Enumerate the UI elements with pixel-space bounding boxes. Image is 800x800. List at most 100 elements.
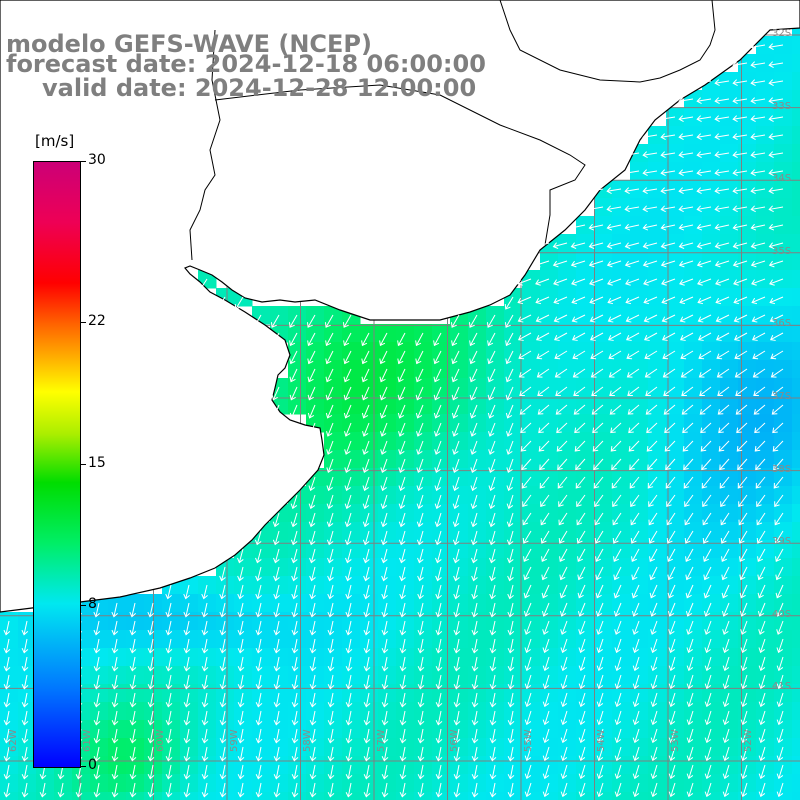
- wind-arrow: [720, 494, 730, 507]
- wind-cell: [558, 288, 577, 307]
- arrow-shaft: [697, 188, 712, 192]
- arrow-head: [768, 97, 774, 104]
- arrow-head: [560, 773, 568, 780]
- wind-arrow: [147, 728, 155, 744]
- arrow-head: [679, 316, 686, 323]
- arrow-shaft: [751, 170, 766, 174]
- arrow-head: [363, 629, 371, 636]
- arrow-shaft: [275, 656, 280, 671]
- wind-arrow: [309, 710, 317, 726]
- arrow-shaft: [589, 296, 604, 303]
- arrow-shaft: [167, 746, 172, 761]
- wind-cell: [738, 72, 757, 91]
- arrow-head: [772, 427, 778, 434]
- arrow-head: [609, 390, 615, 397]
- wind-arrow: [309, 620, 317, 636]
- arrow-head: [613, 592, 620, 599]
- wind-arrow: [660, 115, 676, 122]
- wind-arrow: [309, 656, 317, 672]
- arrow-head: [453, 738, 461, 744]
- arrow-shaft: [275, 674, 280, 689]
- arrow-shaft: [221, 656, 226, 671]
- arrow-head: [696, 242, 703, 249]
- wind-arrow: [471, 746, 479, 762]
- wind-cell: [756, 360, 775, 379]
- wind-arrow: [325, 404, 334, 419]
- wind-arrow: [757, 602, 766, 617]
- wind-arrow: [629, 458, 640, 471]
- arrow-head: [507, 647, 515, 654]
- arrow-head: [327, 738, 335, 744]
- wind-arrow: [471, 692, 479, 708]
- wind-arrow: [662, 368, 676, 378]
- wind-arrow: [776, 782, 784, 798]
- arrow-shaft: [769, 116, 784, 120]
- wind-arrow: [537, 404, 550, 415]
- arrow-head: [327, 792, 335, 798]
- wind-arrow: [289, 332, 298, 347]
- wind-arrow: [704, 710, 712, 726]
- wind-arrow: [273, 620, 281, 636]
- arrow-head: [560, 629, 567, 635]
- wind-cell: [648, 792, 667, 800]
- wind-cell: [540, 306, 559, 325]
- wind-arrow: [578, 728, 586, 744]
- latitude-label: 36S: [772, 318, 792, 330]
- wind-arrow: [21, 746, 29, 762]
- arrow-shaft: [508, 530, 514, 545]
- arrow-shaft: [473, 620, 478, 635]
- wind-arrow: [721, 602, 730, 617]
- arrow-shaft: [562, 782, 568, 797]
- wind-arrow: [642, 260, 658, 268]
- wind-cell: [612, 234, 631, 253]
- wind-cell: [756, 144, 775, 163]
- wind-arrow: [435, 692, 443, 708]
- arrow-shaft: [256, 530, 262, 545]
- wind-arrow: [255, 602, 263, 618]
- wind-arrow: [237, 620, 245, 636]
- arrow-head: [415, 394, 422, 401]
- wind-arrow: [3, 710, 11, 726]
- arrow-head: [614, 773, 622, 780]
- arrow-shaft: [149, 656, 154, 671]
- wind-arrow: [468, 314, 478, 328]
- arrow-shaft: [131, 746, 136, 761]
- wind-arrow: [629, 476, 640, 489]
- arrow-shaft: [680, 350, 694, 359]
- wind-arrow: [750, 223, 766, 231]
- wind-cell: [774, 72, 793, 91]
- wind-cell: [774, 306, 793, 325]
- wind-arrow: [327, 566, 334, 582]
- arrow-head: [487, 412, 495, 419]
- arrow-head: [93, 647, 101, 654]
- arrow-head: [344, 431, 351, 437]
- arrow-shaft: [113, 638, 118, 653]
- arrow-shaft: [629, 458, 640, 470]
- arrow-shaft: [400, 494, 406, 509]
- arrow-shaft: [520, 422, 532, 433]
- arrow-shaft: [238, 548, 244, 563]
- arrow-shaft: [715, 296, 730, 303]
- wind-arrow: [628, 440, 640, 452]
- arrow-shaft: [257, 566, 262, 581]
- wind-arrow: [291, 656, 299, 672]
- arrow-head: [237, 720, 245, 726]
- wind-arrow: [715, 278, 730, 286]
- arrow-shaft: [311, 584, 316, 599]
- arrow-shaft: [311, 602, 316, 617]
- arrow-shaft: [734, 314, 748, 322]
- arrow-head: [523, 610, 531, 617]
- arrow-shaft: [724, 710, 730, 725]
- arrow-head: [453, 756, 461, 762]
- arrow-head: [3, 738, 11, 744]
- arrow-head: [576, 501, 582, 507]
- wind-arrow: [718, 422, 730, 434]
- arrow-shaft: [631, 530, 640, 544]
- arrow-shaft: [293, 638, 298, 653]
- wind-arrow: [555, 386, 568, 397]
- wind-arrow: [753, 404, 766, 415]
- arrow-shaft: [697, 98, 712, 102]
- arrow-head: [470, 467, 477, 473]
- arrow-shaft: [490, 494, 496, 509]
- arrow-shaft: [520, 440, 532, 452]
